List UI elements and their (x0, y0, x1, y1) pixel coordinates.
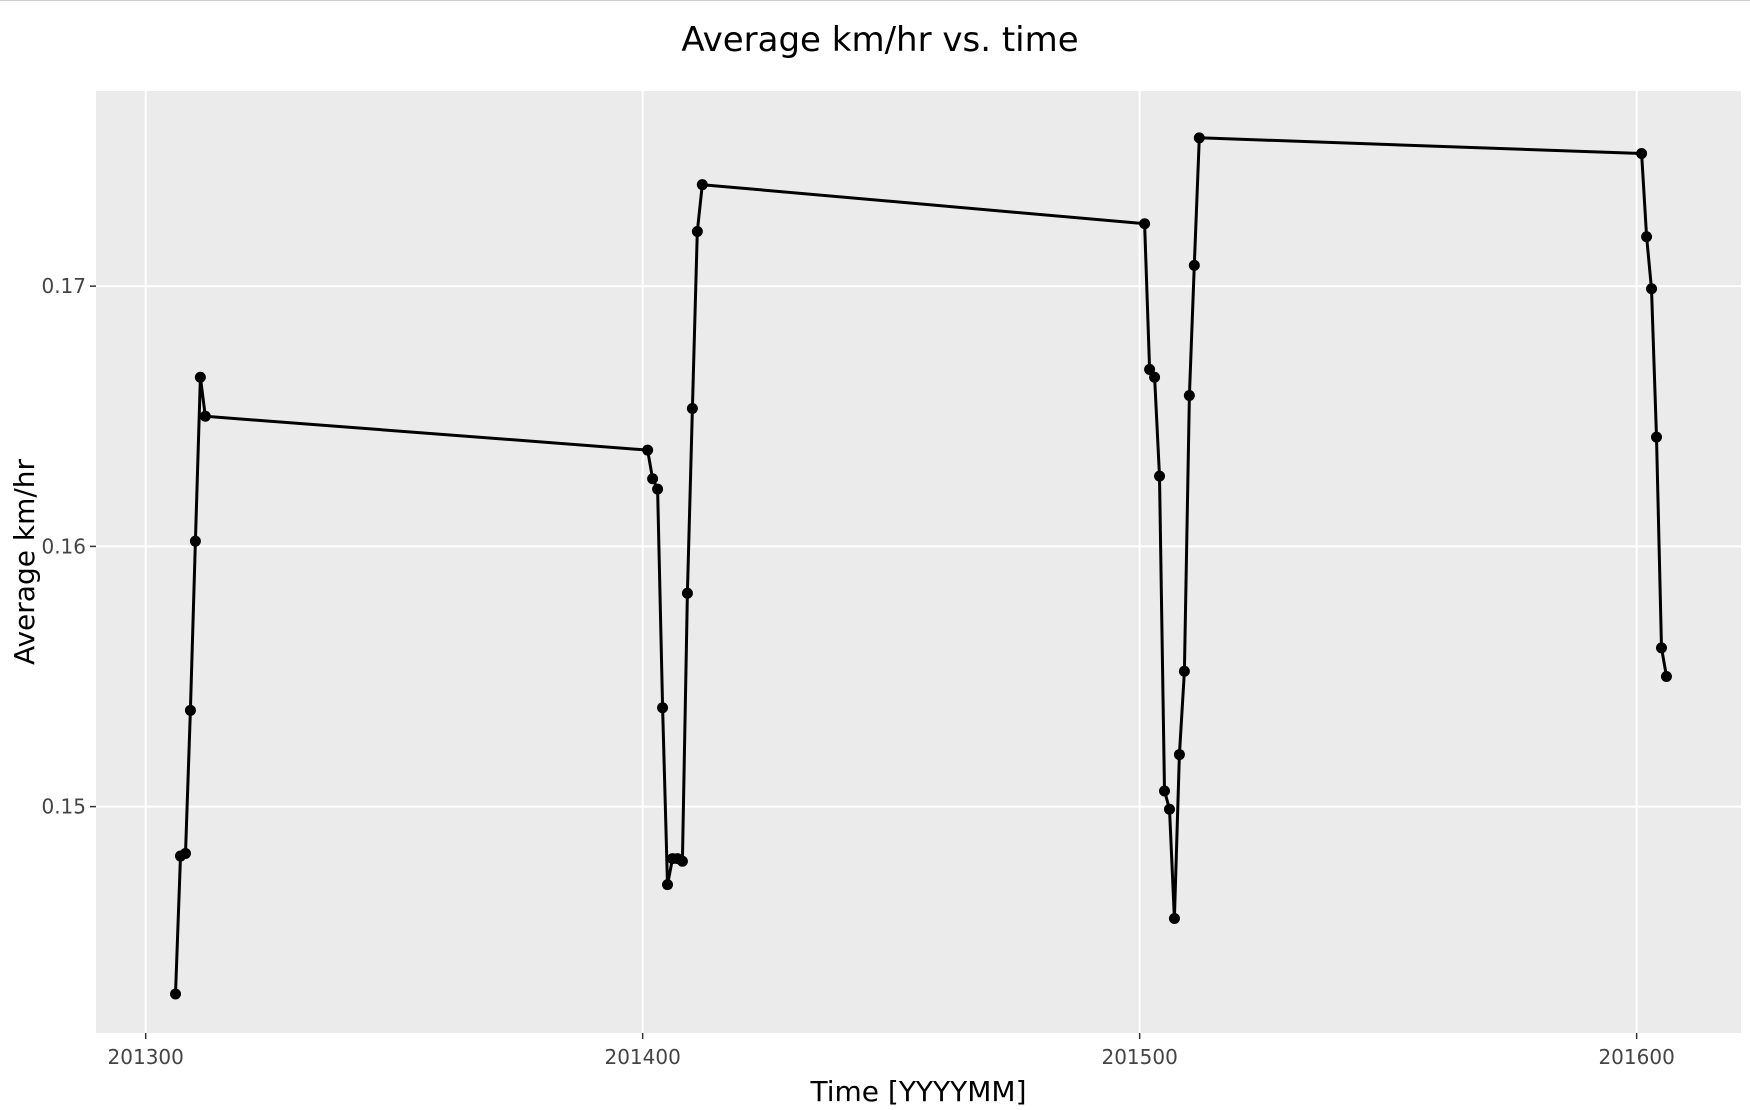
y-tick-label: 0.16 (41, 534, 86, 558)
data-point (1139, 218, 1151, 230)
data-point (642, 444, 654, 456)
data-point (696, 179, 708, 191)
data-point (194, 371, 206, 383)
data-point (189, 535, 201, 547)
data-point (676, 855, 688, 867)
data-point (1173, 749, 1185, 761)
y-tick-label: 0.17 (41, 274, 86, 298)
gridlines (96, 91, 1741, 1033)
data-point (1159, 785, 1171, 797)
y-tick-label: 0.15 (41, 795, 86, 819)
data-point (1178, 665, 1190, 677)
top-border (0, 0, 1750, 1)
x-tick-label: 201300 (108, 1045, 184, 1069)
x-tick-label: 201600 (1598, 1045, 1674, 1069)
data-point (1183, 389, 1195, 401)
data-point (199, 410, 211, 422)
data-point (184, 704, 196, 716)
x-tick-label: 201400 (604, 1045, 680, 1069)
data-point (1188, 259, 1200, 271)
data-point (681, 587, 693, 599)
data-point (170, 988, 182, 1000)
data-point (1193, 132, 1205, 144)
data-point (1149, 371, 1161, 383)
data-point (1154, 470, 1166, 482)
data-point (1646, 283, 1658, 295)
x-axis: 201300 201400 201500 201600 (108, 1033, 1675, 1069)
data-point (179, 847, 191, 859)
x-axis-title: Time [YYYYMM] (809, 1075, 1026, 1108)
data-point (1144, 363, 1156, 375)
data-point (662, 879, 674, 891)
data-point (1660, 670, 1672, 682)
chart-title: Average km/hr vs. time (681, 20, 1078, 60)
data-point (691, 226, 703, 238)
data-point (1641, 231, 1653, 243)
data-point (686, 402, 698, 414)
x-tick-label: 201500 (1101, 1045, 1177, 1069)
data-point (1651, 431, 1663, 443)
data-point (1636, 147, 1648, 159)
y-axis-title: Average km/hr (8, 458, 41, 665)
data-point (652, 483, 664, 495)
data-point (1168, 913, 1180, 925)
plot-panel (96, 91, 1741, 1033)
data-point (1163, 803, 1175, 815)
data-point (1655, 642, 1667, 654)
series (170, 132, 1672, 1000)
data-point (647, 473, 659, 485)
y-axis: 0.15 0.16 0.17 (41, 274, 96, 819)
data-point (657, 702, 669, 714)
